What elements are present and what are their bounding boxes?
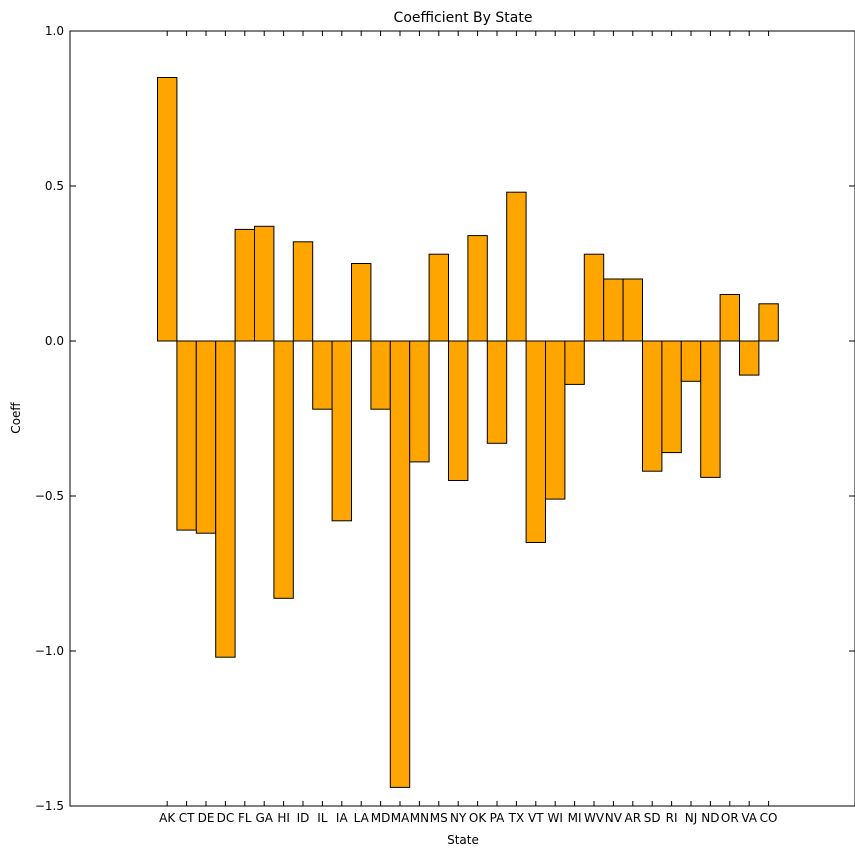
x-axis: AK CT DE DC FL GA HI ID IL IA LA MD MA MN MS NY OK PA TX VT… — [159, 31, 778, 825]
bar-nv — [603, 278, 624, 342]
x-tick-label: AR — [625, 811, 642, 825]
bar-ct — [176, 340, 197, 531]
x-tick-label: IA — [336, 811, 349, 825]
y-axis: 1.0 0.5 0.0 −0.5 −1.0 −1.5 — [35, 24, 855, 813]
bar-ny — [448, 340, 469, 481]
y-tick-label: 0.5 — [45, 179, 64, 193]
bar-fl — [234, 228, 256, 342]
bar-va — [739, 340, 760, 376]
bar-vt — [525, 340, 546, 543]
plot-frame — [69, 30, 855, 807]
bar-mi — [564, 340, 585, 385]
x-tick-label: MI — [568, 811, 582, 825]
x-tick-label: LA — [354, 811, 370, 825]
x-tick-label: CO — [760, 811, 778, 825]
bars-group — [157, 77, 779, 788]
x-tick-label: IL — [317, 811, 328, 825]
x-tick-label: ID — [297, 811, 310, 825]
x-tick-label: RI — [666, 811, 678, 825]
x-tick-label: OK — [469, 811, 487, 825]
bar-wi — [545, 340, 566, 500]
x-tick-label: AK — [159, 811, 176, 825]
x-tick-label: WI — [547, 811, 562, 825]
x-tick-label: CT — [179, 811, 195, 825]
bar-co — [758, 303, 779, 342]
bar-ma — [389, 340, 411, 788]
y-axis-label: Coeff — [9, 402, 23, 434]
bar-hi — [273, 340, 294, 599]
x-tick-label: PA — [490, 811, 505, 825]
bar-de — [195, 340, 217, 534]
x-tick-label: DE — [198, 811, 215, 825]
bar-tx — [506, 191, 527, 342]
bar-il — [312, 340, 333, 410]
bar-ga — [254, 225, 275, 342]
bar-wv — [583, 253, 605, 342]
x-tick-label: GA — [255, 811, 273, 825]
bar-ia — [331, 340, 353, 522]
x-tick-label: VA — [741, 811, 757, 825]
bar-id — [292, 241, 314, 342]
y-tick-label: −1.0 — [35, 644, 64, 658]
x-tick-label: TX — [508, 811, 525, 825]
bar-or — [719, 294, 740, 342]
bar-mn — [409, 340, 430, 463]
x-tick-label: NJ — [685, 811, 698, 825]
bar-md — [370, 340, 391, 410]
x-tick-label: MA — [391, 811, 410, 825]
x-tick-label: WV — [584, 811, 605, 825]
x-tick-label: MS — [430, 811, 448, 825]
bar-dc — [215, 340, 236, 658]
x-tick-label: NY — [450, 811, 467, 825]
bar-sd — [642, 340, 663, 472]
x-tick-label: MD — [371, 811, 391, 825]
bar-ri — [661, 340, 682, 454]
bar-pa — [486, 340, 508, 444]
bar-ak — [157, 77, 178, 342]
bar-ar — [622, 278, 643, 342]
bar-la — [351, 263, 372, 342]
bar-nj — [680, 340, 702, 382]
x-tick-label: DC — [217, 811, 235, 825]
y-tick-label: 0.0 — [45, 334, 64, 348]
y-tick-label: 1.0 — [45, 24, 64, 38]
x-tick-label: NV — [605, 811, 623, 825]
x-tick-label: ND — [701, 811, 719, 825]
x-tick-label: VT — [528, 811, 544, 825]
bar-ms — [428, 253, 450, 342]
x-tick-label: OR — [721, 811, 739, 825]
x-tick-label: SD — [644, 811, 661, 825]
x-tick-label: FL — [238, 811, 252, 825]
x-tick-label: HI — [277, 811, 290, 825]
y-tick-label: −1.5 — [35, 799, 64, 813]
x-tick-label: MN — [410, 811, 429, 825]
x-axis-label: State — [447, 833, 479, 847]
y-tick-label: −0.5 — [35, 489, 64, 503]
chart-title: Coefficient By State — [394, 10, 533, 26]
bar-ok — [467, 235, 488, 342]
bar-nd — [700, 340, 721, 478]
